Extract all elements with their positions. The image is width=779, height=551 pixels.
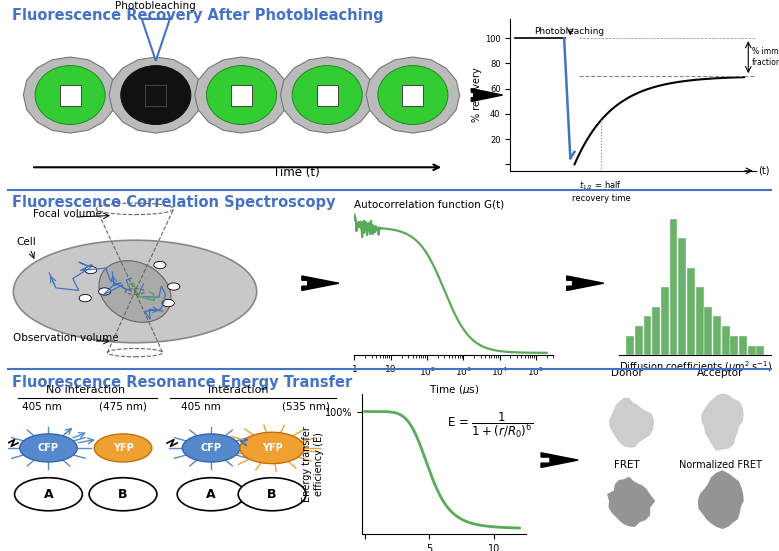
- Text: Time (t): Time (t): [273, 166, 319, 179]
- Text: Observation volume: Observation volume: [13, 333, 119, 343]
- Text: B: B: [267, 488, 277, 501]
- Text: Normalized FRET: Normalized FRET: [679, 460, 762, 470]
- Text: E = $\dfrac{1}{1 + (r/R_0)^6}$: E = $\dfrac{1}{1 + (r/R_0)^6}$: [447, 410, 534, 440]
- Bar: [643, 316, 651, 355]
- Y-axis label: % recovery: % recovery: [472, 68, 482, 122]
- Polygon shape: [366, 57, 460, 133]
- Text: 405 nm: 405 nm: [181, 402, 220, 412]
- Text: Fluorescence Resonance Energy Transfer: Fluorescence Resonance Energy Transfer: [12, 375, 352, 390]
- Text: CFP: CFP: [38, 443, 59, 453]
- Text: (t): (t): [758, 166, 770, 176]
- Text: Donor: Donor: [612, 369, 643, 379]
- Text: A: A: [44, 488, 53, 501]
- Bar: [696, 287, 703, 355]
- Text: A: A: [206, 488, 216, 501]
- Circle shape: [177, 478, 245, 511]
- Circle shape: [15, 478, 83, 511]
- Bar: [748, 345, 756, 355]
- Text: interaction: interaction: [208, 385, 269, 395]
- Polygon shape: [23, 57, 117, 133]
- Circle shape: [153, 261, 166, 269]
- Text: Acceptor: Acceptor: [697, 369, 744, 379]
- Polygon shape: [142, 19, 170, 61]
- Bar: [316, 85, 338, 105]
- Bar: [756, 345, 764, 355]
- Polygon shape: [195, 57, 288, 133]
- FancyArrow shape: [471, 89, 502, 101]
- Polygon shape: [701, 393, 744, 451]
- Text: (475 nm): (475 nm): [99, 402, 147, 412]
- Text: CFP: CFP: [201, 443, 221, 453]
- Circle shape: [182, 434, 240, 462]
- Bar: [661, 287, 668, 355]
- Ellipse shape: [35, 66, 105, 125]
- Text: No interaction: No interaction: [46, 385, 125, 395]
- FancyArrow shape: [541, 453, 578, 467]
- Text: Photobleaching: Photobleaching: [534, 27, 604, 36]
- Bar: [626, 336, 634, 355]
- Bar: [24, 272, 245, 291]
- Circle shape: [167, 283, 180, 290]
- Circle shape: [19, 434, 77, 462]
- Bar: [731, 336, 738, 355]
- Text: $t_{1/2}$ = half
recovery time: $t_{1/2}$ = half recovery time: [572, 180, 630, 203]
- Ellipse shape: [292, 66, 362, 125]
- Ellipse shape: [99, 261, 171, 322]
- Text: Cell: Cell: [16, 237, 36, 247]
- Circle shape: [240, 432, 305, 464]
- Polygon shape: [608, 398, 654, 447]
- Ellipse shape: [121, 66, 191, 125]
- Text: Fluorescence Recovery After Photobleaching: Fluorescence Recovery After Photobleachi…: [12, 8, 383, 23]
- Text: Fluorescence Correlation Spectroscopy: Fluorescence Correlation Spectroscopy: [12, 196, 335, 210]
- X-axis label: Diffusion coefficients ($\mu$m$^2$.s$^{-1}$): Diffusion coefficients ($\mu$m$^2$.s$^{-…: [619, 360, 772, 375]
- Bar: [652, 307, 660, 355]
- Circle shape: [89, 478, 157, 511]
- Circle shape: [162, 299, 174, 307]
- Text: YFP: YFP: [262, 443, 283, 453]
- Circle shape: [79, 294, 91, 302]
- Text: (535 nm): (535 nm): [282, 402, 330, 412]
- Text: 405 nm: 405 nm: [22, 402, 62, 412]
- Bar: [670, 219, 678, 355]
- Bar: [679, 239, 686, 355]
- Bar: [145, 85, 166, 105]
- Circle shape: [238, 478, 306, 511]
- Circle shape: [98, 288, 111, 295]
- Bar: [687, 268, 695, 355]
- Ellipse shape: [206, 66, 277, 125]
- Bar: [231, 85, 252, 105]
- Bar: [739, 336, 747, 355]
- Bar: [722, 326, 730, 355]
- Text: YFP: YFP: [113, 443, 133, 453]
- Ellipse shape: [13, 240, 256, 343]
- Bar: [713, 316, 721, 355]
- Text: Photobleaching: Photobleaching: [115, 2, 196, 12]
- Text: Focal volume: Focal volume: [33, 209, 101, 219]
- Bar: [635, 326, 643, 355]
- Polygon shape: [109, 57, 203, 133]
- FancyArrow shape: [567, 276, 604, 290]
- Circle shape: [94, 434, 152, 462]
- Polygon shape: [280, 57, 374, 133]
- Bar: [704, 307, 712, 355]
- X-axis label: Time ($\mu$s): Time ($\mu$s): [428, 383, 479, 397]
- Text: FRET: FRET: [614, 460, 640, 470]
- Polygon shape: [607, 477, 655, 527]
- Bar: [403, 85, 424, 105]
- Y-axis label: Energy transfer
efficiency (E): Energy transfer efficiency (E): [302, 426, 323, 502]
- Polygon shape: [698, 471, 744, 529]
- Bar: [59, 85, 80, 105]
- Text: B: B: [118, 488, 128, 501]
- FancyArrow shape: [302, 276, 339, 290]
- Text: % immobile
fraction: % immobile fraction: [752, 47, 779, 67]
- Text: Autocorrelation function G(t): Autocorrelation function G(t): [354, 200, 505, 210]
- Ellipse shape: [378, 66, 448, 125]
- Circle shape: [85, 266, 97, 274]
